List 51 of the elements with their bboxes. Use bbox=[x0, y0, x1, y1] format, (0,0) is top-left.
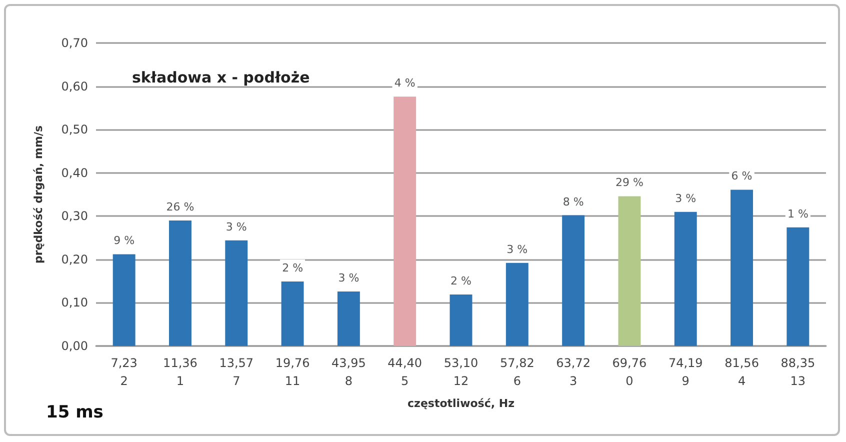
bar bbox=[169, 220, 192, 346]
y-tick-label: 0,20 bbox=[61, 252, 88, 266]
y-tick-label: 0,60 bbox=[61, 79, 88, 94]
x-tick-label: 74,19 9 bbox=[668, 356, 703, 388]
annotation: 1 % bbox=[787, 207, 808, 220]
annotation: 4 % bbox=[394, 76, 416, 90]
annotation: 2 % bbox=[450, 274, 472, 288]
y-tick-label: 0,40 bbox=[61, 166, 88, 180]
bar bbox=[112, 254, 136, 346]
annotation: 3 % bbox=[675, 192, 696, 205]
x-tick-label: 19,76 11 bbox=[275, 356, 310, 388]
x-tick-label: 57,82 6 bbox=[500, 356, 534, 388]
annotation: 3 % bbox=[338, 271, 360, 284]
annotation: 3 % bbox=[506, 242, 528, 256]
annotation: 9 % bbox=[114, 234, 135, 248]
bar bbox=[562, 215, 585, 346]
x-tick-label: 13,57 7 bbox=[219, 356, 254, 388]
bar bbox=[618, 196, 641, 346]
text: 15 ms bbox=[46, 402, 104, 422]
y-tick-label: 0,30 bbox=[61, 209, 88, 224]
annotation: 2 % bbox=[282, 262, 304, 275]
bar bbox=[506, 262, 528, 346]
bar bbox=[225, 240, 248, 346]
bar bbox=[730, 190, 753, 346]
x-tick-label: 69,76 0 bbox=[612, 356, 647, 388]
x-tick-label: 63,72 3 bbox=[556, 356, 590, 388]
annotation: 8 % bbox=[562, 195, 584, 208]
bar bbox=[337, 291, 360, 346]
x-tick-label: 11,36 1 bbox=[163, 356, 198, 388]
x-tick-label: 7,23 2 bbox=[110, 356, 138, 388]
x-tick-label: 88,35 13 bbox=[780, 356, 816, 388]
y-tick-label: 0,50 bbox=[61, 122, 88, 137]
y-tick-label: 0,70 bbox=[61, 36, 88, 50]
y-axis-title: prędkość drgań, mm/s bbox=[32, 125, 45, 264]
bar bbox=[394, 96, 416, 346]
bar bbox=[281, 282, 304, 346]
y-tick-label: 0,00 bbox=[61, 339, 88, 353]
annotation: 26 % bbox=[166, 200, 194, 214]
text: składowa x - podłoże bbox=[132, 68, 310, 86]
x-axis-title: częstotliwość, Hz bbox=[408, 397, 514, 410]
annotation: 6 % bbox=[731, 170, 752, 183]
bar bbox=[674, 212, 697, 346]
bar bbox=[786, 227, 810, 346]
bar bbox=[450, 294, 472, 346]
annotation: 3 % bbox=[226, 220, 247, 234]
x-tick-label: 53,10 12 bbox=[444, 356, 478, 388]
x-tick-label: 43,95 8 bbox=[332, 356, 366, 388]
annotation: 29 % bbox=[615, 176, 644, 190]
x-tick-label: 44,40 5 bbox=[388, 356, 422, 388]
y-tick-label: 0,10 bbox=[61, 296, 88, 310]
x-tick-label: 81,56 4 bbox=[724, 356, 759, 388]
